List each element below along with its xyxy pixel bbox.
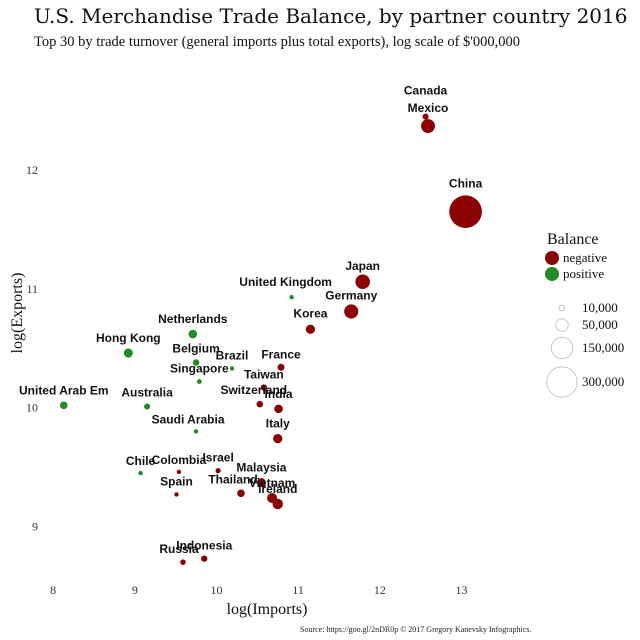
legend-size-circle	[558, 304, 566, 312]
label-singapore: Singapore	[170, 362, 229, 376]
label-india: India	[265, 387, 293, 401]
label-thailand: Thailand	[208, 472, 257, 486]
y-tick-label: 10	[26, 401, 38, 415]
point-canada	[422, 113, 429, 120]
legend-swatch-negative	[545, 251, 559, 265]
point-france	[277, 363, 285, 371]
legend-swatch-positive	[545, 267, 559, 281]
legend-title: Balance	[547, 231, 599, 248]
point-netherlands	[188, 329, 198, 339]
label-vietnam: Vietnam	[249, 476, 295, 490]
point-israel	[215, 468, 221, 474]
point-hong-kong	[123, 348, 133, 358]
label-mexico: Mexico	[408, 101, 449, 115]
legend-label-negative: negative	[563, 250, 607, 265]
label-saudi-arabia: Saudi Arabia	[152, 412, 225, 426]
x-tick-label: 9	[132, 583, 138, 597]
legend-size-key: 10,000 50,000 150,000 300,000	[546, 300, 624, 398]
x-tick-label: 13	[456, 583, 468, 597]
point-korea	[305, 324, 316, 334]
label-japan: Japan	[345, 259, 380, 273]
point-colombia	[176, 469, 182, 475]
y-tick-label: 12	[26, 163, 38, 177]
label-france: France	[261, 347, 301, 361]
point-spain	[174, 492, 179, 497]
point-taiwan	[260, 384, 268, 391]
legend-size-circle	[546, 366, 578, 398]
label-canada: Canada	[404, 84, 448, 98]
point-united-arab-em	[59, 401, 68, 410]
label-chile: Chile	[126, 454, 156, 468]
point-australia	[144, 403, 151, 410]
point-vietnam	[267, 493, 277, 503]
point-italy	[273, 433, 283, 444]
legend-size-circle	[555, 318, 569, 332]
point-mexico	[421, 119, 435, 134]
y-axis-label: log(Exports)	[9, 273, 26, 354]
x-axis-ticks: 8 9 10 11 12 13	[50, 583, 467, 597]
point-brazil	[229, 366, 235, 371]
point-japan	[355, 274, 370, 290]
label-ireland: Ireland	[258, 482, 297, 496]
label-malaysia: Malaysia	[236, 461, 286, 475]
legend-size-label: 150,000	[582, 340, 624, 355]
point-germany	[344, 304, 359, 319]
label-italy: Italy	[266, 417, 290, 431]
point-russia	[180, 559, 186, 565]
label-switzerland: Switzerland	[220, 383, 287, 397]
legend-size-label: 10,000	[582, 300, 618, 315]
label-netherlands: Netherlands	[158, 312, 228, 326]
point-saudi-arabia	[193, 429, 199, 434]
chart-subtitle: Top 30 by trade turnover (general import…	[34, 34, 521, 50]
legend-label-positive: positive	[563, 266, 604, 281]
point-united-kingdom	[289, 295, 294, 300]
point-india	[274, 404, 283, 414]
label-israel: Israel	[202, 451, 233, 465]
x-tick-label: 8	[50, 583, 56, 597]
y-axis-ticks: 9 10 11 12	[26, 163, 38, 533]
label-united-arab-em: United Arab Em	[19, 383, 109, 397]
data-points	[59, 113, 482, 565]
x-axis-label: log(Imports)	[227, 601, 308, 618]
legend-size-label: 300,000	[582, 374, 624, 389]
point-malaysia	[257, 478, 266, 487]
label-belgium: Belgium	[172, 342, 219, 356]
label-taiwan: Taiwan	[244, 368, 284, 382]
point-belgium	[192, 359, 200, 366]
point-singapore	[196, 379, 202, 384]
legend-size-circle	[550, 336, 574, 360]
x-tick-label: 12	[374, 583, 386, 597]
label-colombia: Colombia	[152, 453, 207, 467]
legend-size-label: 50,000	[582, 317, 618, 332]
x-tick-label: 10	[211, 583, 223, 597]
chart-title: U.S. Merchandise Trade Balance, by partn…	[34, 4, 628, 28]
source-note: Source: https://goo.gl/2nDR0p © 2017 Gre…	[300, 625, 531, 634]
label-hong-kong: Hong Kong	[96, 331, 161, 345]
point-chile	[138, 470, 143, 476]
label-spain: Spain	[160, 474, 193, 488]
point-china	[449, 195, 482, 228]
label-indonesia: Indonesia	[176, 539, 232, 553]
data-labels: Canada Mexico China Japan United KingdomGerm…	[19, 84, 483, 557]
point-switzerland	[256, 400, 264, 408]
label-united-kingdom: United Kingdom	[239, 275, 332, 289]
y-tick-label: 11	[26, 282, 38, 296]
y-tick-label: 9	[32, 520, 38, 534]
x-tick-label: 11	[292, 583, 304, 597]
label-russia: Russia	[159, 542, 199, 556]
point-indonesia	[201, 555, 208, 562]
label-australia: Australia	[121, 386, 173, 400]
label-germany: Germany	[325, 288, 377, 302]
label-china: China	[449, 177, 483, 191]
label-korea: Korea	[293, 306, 327, 320]
point-thailand	[237, 489, 245, 498]
label-brazil: Brazil	[216, 348, 249, 362]
